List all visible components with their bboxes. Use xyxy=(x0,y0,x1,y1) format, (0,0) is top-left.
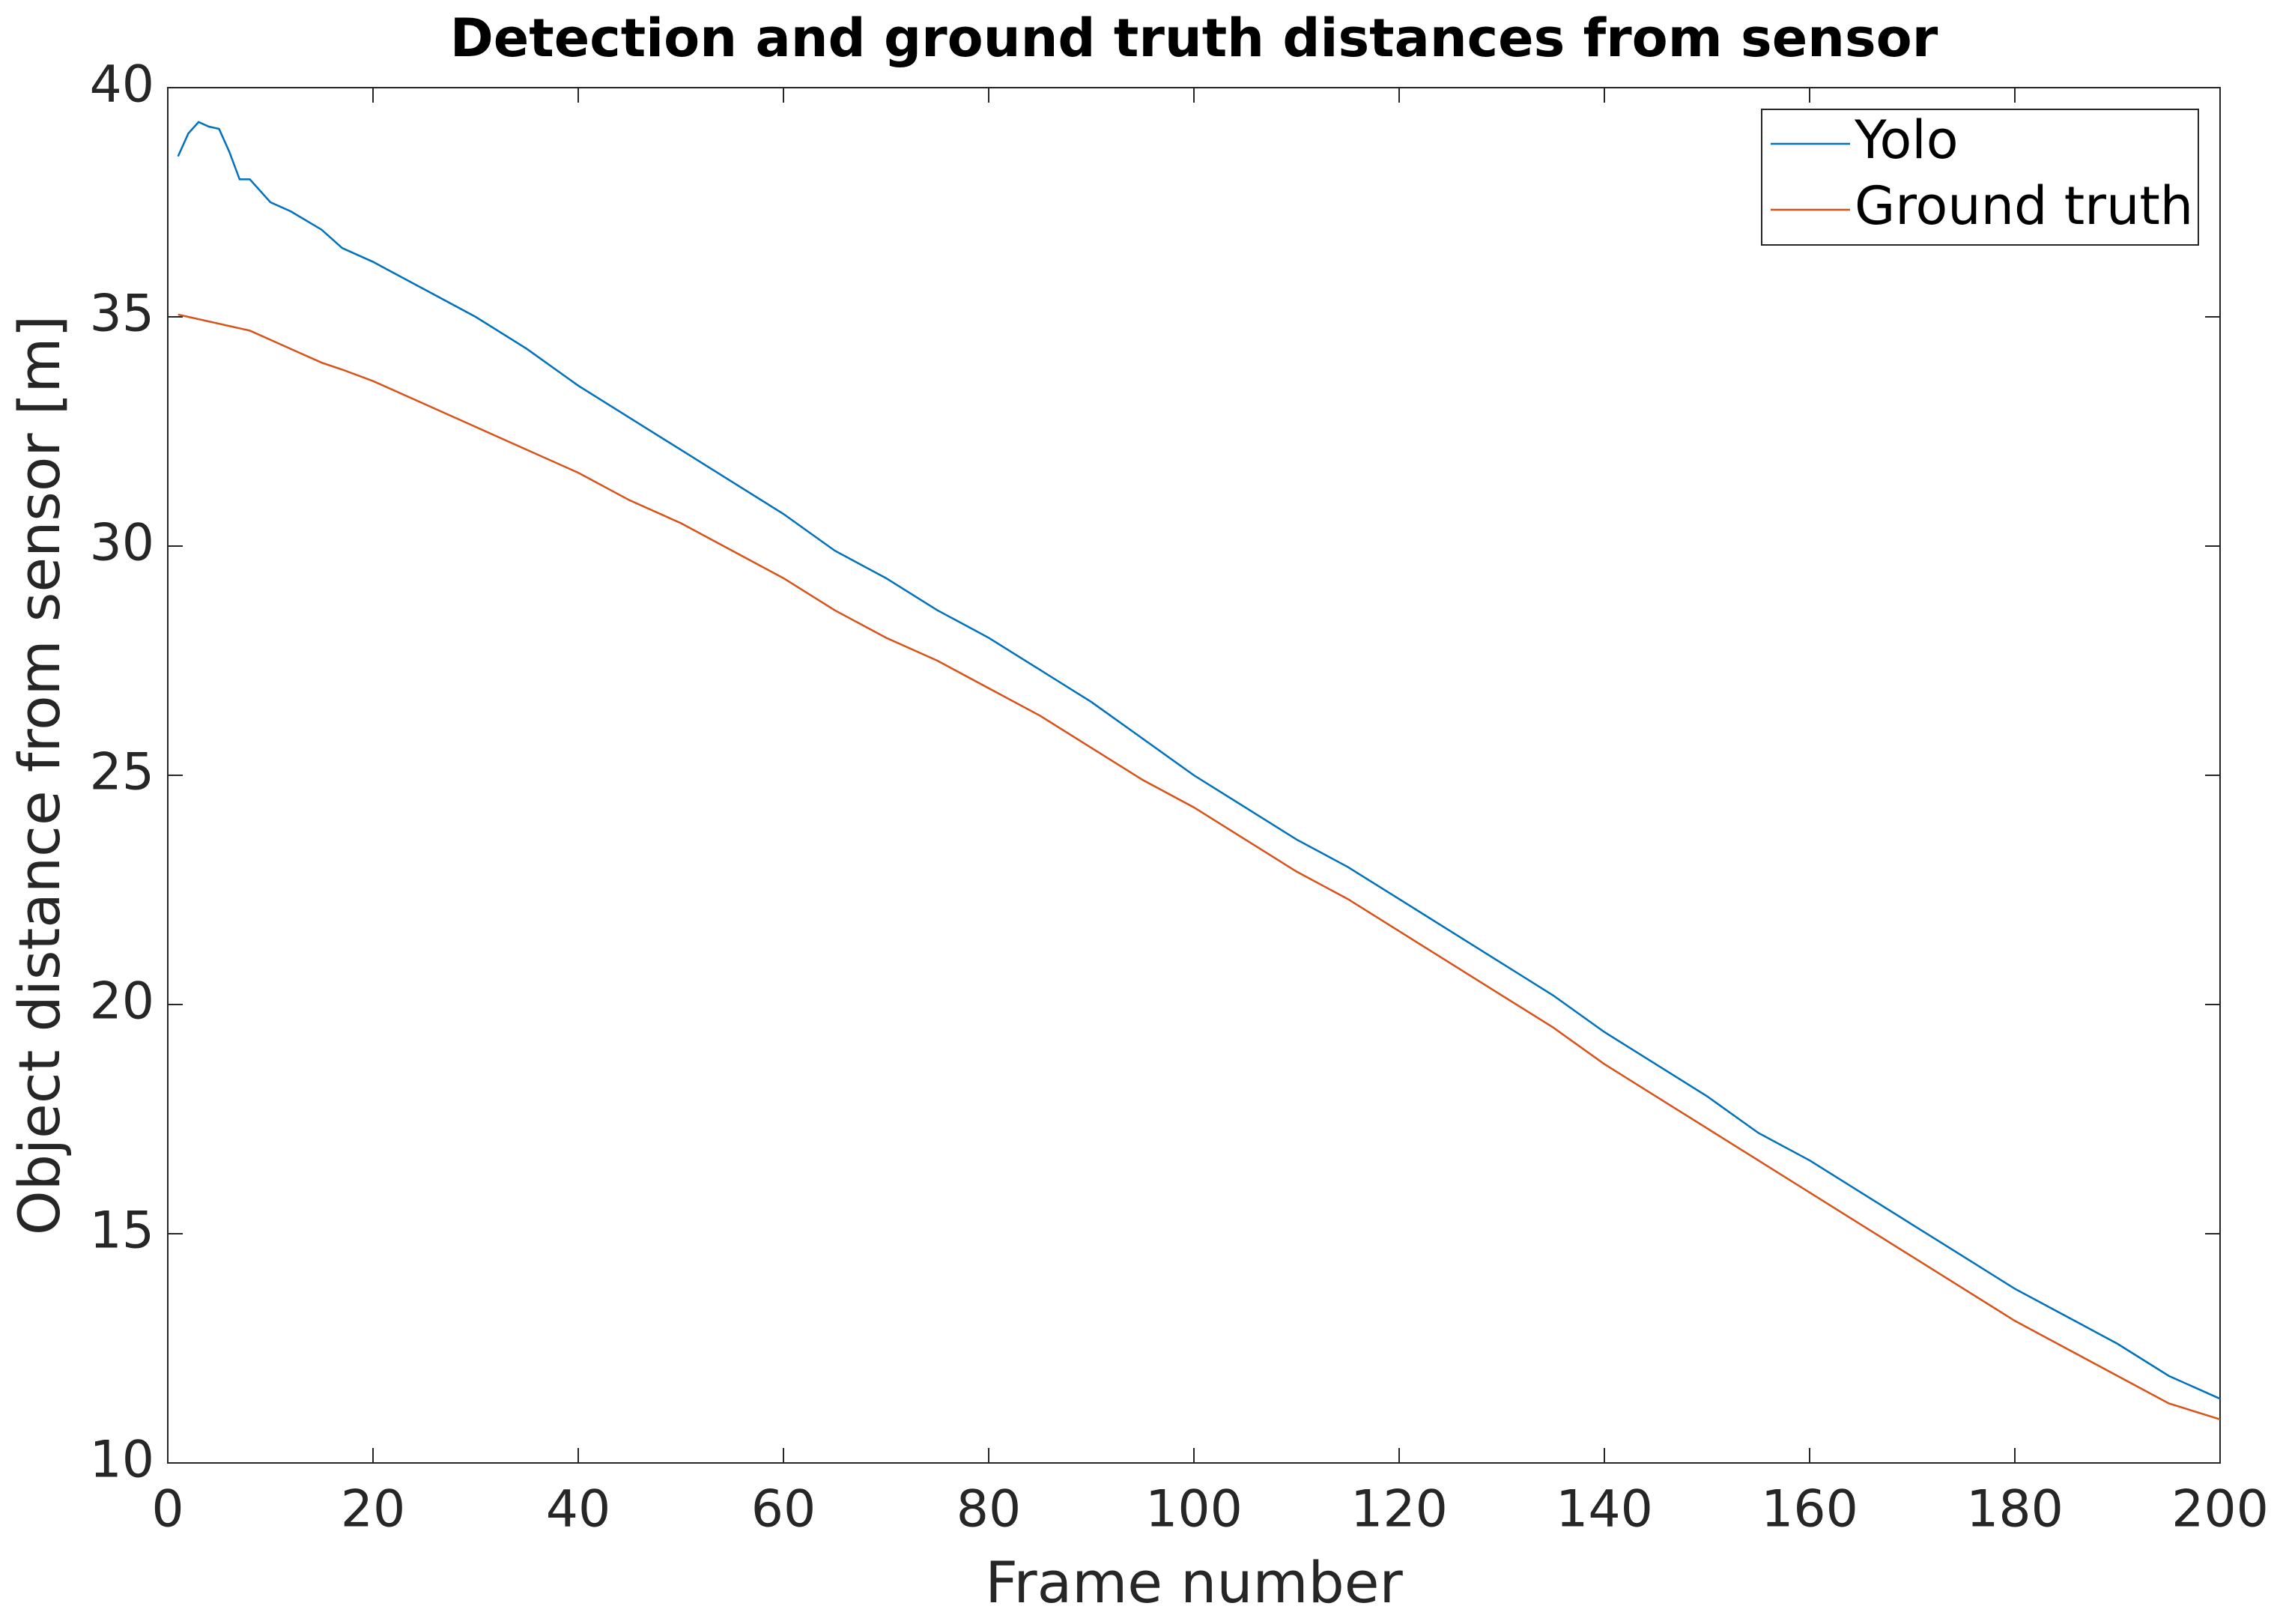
chart-title: Detection and ground truth distances fro… xyxy=(450,7,1938,69)
x-tick-label: 160 xyxy=(1761,1480,1858,1539)
x-tick-label: 20 xyxy=(341,1480,406,1539)
x-tick-label: 200 xyxy=(2171,1480,2269,1539)
x-tick-label: 40 xyxy=(546,1480,611,1539)
legend-label: Yolo xyxy=(1854,109,1959,171)
y-tick-label: 20 xyxy=(89,972,154,1031)
y-tick-label: 30 xyxy=(89,514,154,573)
y-tick-label: 25 xyxy=(89,743,154,802)
x-tick-label: 100 xyxy=(1145,1480,1243,1539)
y-tick-label: 40 xyxy=(89,55,154,115)
x-tick-label: 140 xyxy=(1556,1480,1653,1539)
x-tick-label: 180 xyxy=(1966,1480,2064,1539)
x-axis-label: Frame number xyxy=(985,1549,1403,1616)
legend-label: Ground truth xyxy=(1855,175,2193,237)
x-tick-label: 60 xyxy=(751,1480,816,1539)
y-axis-label: Object distance from sensor [m] xyxy=(6,315,73,1235)
x-tick-label: 120 xyxy=(1350,1480,1448,1539)
data-line xyxy=(177,121,2221,1400)
y-tick-label: 15 xyxy=(89,1202,154,1261)
data-line xyxy=(178,313,2221,1421)
legend-box xyxy=(1761,109,2199,246)
y-tick-label: 35 xyxy=(89,285,154,344)
y-tick-label: 10 xyxy=(89,1431,154,1490)
x-tick-label: 0 xyxy=(151,1480,184,1539)
x-tick-label: 80 xyxy=(956,1480,1022,1539)
